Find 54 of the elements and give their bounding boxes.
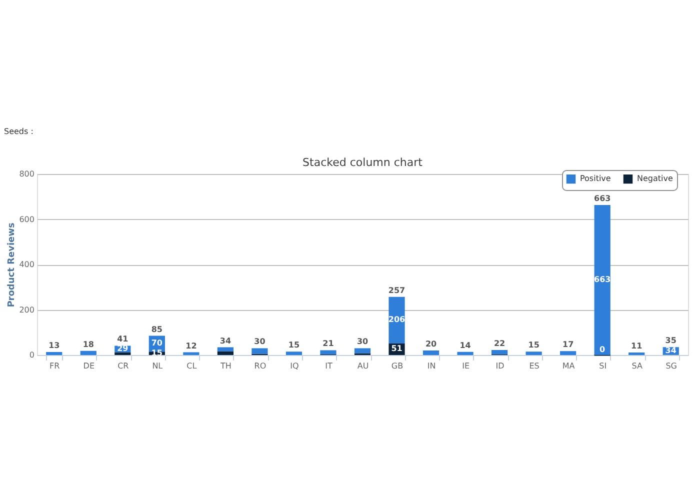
- y-tick-label: 600: [19, 214, 34, 224]
- total-label: 12: [186, 341, 197, 350]
- y-tick-label: 0: [29, 350, 34, 360]
- x-tick-label: RO: [254, 362, 266, 370]
- x-tick-label: CL: [186, 362, 198, 370]
- total-label: 257: [388, 286, 406, 295]
- data-label: 34: [665, 346, 677, 355]
- x-tick-label: CR: [118, 362, 130, 370]
- total-label: 18: [82, 340, 94, 349]
- x-tick-label: NL: [152, 362, 164, 370]
- total-label: 34: [220, 336, 232, 346]
- x-tick-label: AU: [357, 362, 369, 370]
- x-tick-label: IQ: [290, 362, 299, 370]
- x-tick-label: ID: [496, 362, 504, 370]
- x-tick-label: GB: [391, 362, 404, 370]
- x-tick-label: SI: [599, 362, 607, 370]
- y-tick-label: 200: [19, 305, 34, 314]
- x-tick-label: IN: [427, 362, 436, 370]
- x-tick-label: IT: [325, 362, 332, 370]
- total-label: 11: [631, 342, 643, 351]
- total-label: 663: [594, 194, 611, 203]
- legend-label: Positive: [580, 174, 611, 184]
- data-label: 70: [151, 338, 163, 348]
- x-tick-label: FR: [50, 362, 60, 370]
- total-label: 41: [117, 334, 129, 344]
- y-axis-title: Product Reviews: [7, 222, 18, 308]
- chart-title: Stacked column chart: [302, 156, 424, 169]
- data-label: 206: [388, 315, 406, 324]
- total-label: 30: [356, 337, 368, 346]
- y-tick-label: 800: [19, 170, 34, 178]
- text: Seeds :: [4, 127, 34, 136]
- total-label: 20: [425, 339, 438, 348]
- x-tick-label: TH: [219, 362, 232, 370]
- x-tick-label: SG: [666, 362, 678, 370]
- total-label: 85: [151, 324, 163, 334]
- data-label: 51: [391, 344, 403, 354]
- legend-label: Negative: [637, 174, 673, 184]
- total-label: 30: [254, 337, 266, 346]
- total-label: 22: [494, 339, 506, 348]
- data-label: 663: [594, 275, 611, 284]
- x-tick-label: MA: [562, 362, 576, 370]
- total-label: 15: [528, 340, 540, 350]
- total-label: 35: [665, 336, 677, 346]
- total-label: 14: [460, 340, 472, 350]
- y-tick-label: 400: [19, 260, 34, 269]
- x-tick-label: DE: [83, 362, 95, 370]
- x-tick-label: SA: [632, 362, 643, 370]
- total-label: 17: [562, 340, 574, 350]
- x-tick-label: IE: [462, 362, 470, 370]
- x-tick-label: ES: [529, 362, 540, 370]
- total-label: 13: [48, 341, 60, 350]
- data-label: 0: [600, 345, 606, 354]
- total-label: 21: [322, 339, 334, 348]
- total-label: 15: [288, 340, 300, 350]
